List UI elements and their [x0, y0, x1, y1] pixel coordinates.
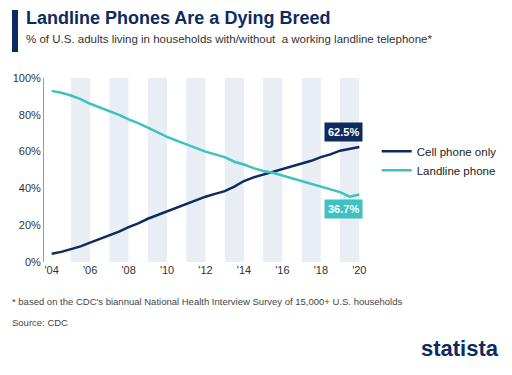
html-text:Landline Phones Are a Dying Br: Landline Phones Are a Dying Breed: [26, 8, 331, 28]
svg-text:Cell phone only: Cell phone only: [417, 146, 497, 158]
svg-text:36.7%: 36.7%: [328, 203, 359, 215]
svg-text:'12: '12: [198, 264, 212, 276]
svg-text:'18: '18: [314, 264, 328, 276]
html-text:% of U.S. adults living in hou: % of U.S. adults living in households wi…: [26, 33, 432, 45]
svg-text:80%: 80%: [19, 109, 41, 121]
svg-text:0%: 0%: [25, 256, 41, 268]
svg-text:100%: 100%: [13, 72, 41, 84]
svg-text:60%: 60%: [19, 145, 41, 157]
svg-text:62.5%: 62.5%: [328, 126, 359, 138]
svg-text:40%: 40%: [19, 182, 41, 194]
svg-text:'04: '04: [45, 264, 59, 276]
html-text:* based on the CDC's biannual: * based on the CDC's biannual National H…: [12, 296, 403, 307]
html-text:Source: CDC: Source: CDC: [12, 317, 68, 328]
svg-text:'14: '14: [237, 264, 251, 276]
svg-text:'10: '10: [160, 264, 174, 276]
svg-text:Landline phone: Landline phone: [417, 165, 496, 177]
html-text:statista: statista: [421, 336, 498, 361]
svg-text:20%: 20%: [19, 219, 41, 231]
svg-text:'16: '16: [275, 264, 289, 276]
svg-text:'06: '06: [83, 264, 97, 276]
svg-text:'08: '08: [121, 264, 135, 276]
svg-text:'20: '20: [352, 264, 366, 276]
